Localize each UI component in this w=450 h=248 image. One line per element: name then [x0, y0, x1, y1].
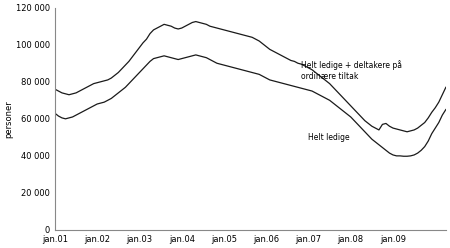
Text: Helt ledige + deltakere på
ordinære tiltak: Helt ledige + deltakere på ordinære tilt…	[302, 61, 402, 81]
Y-axis label: personer: personer	[4, 100, 13, 138]
Text: Helt ledige: Helt ledige	[309, 133, 350, 142]
